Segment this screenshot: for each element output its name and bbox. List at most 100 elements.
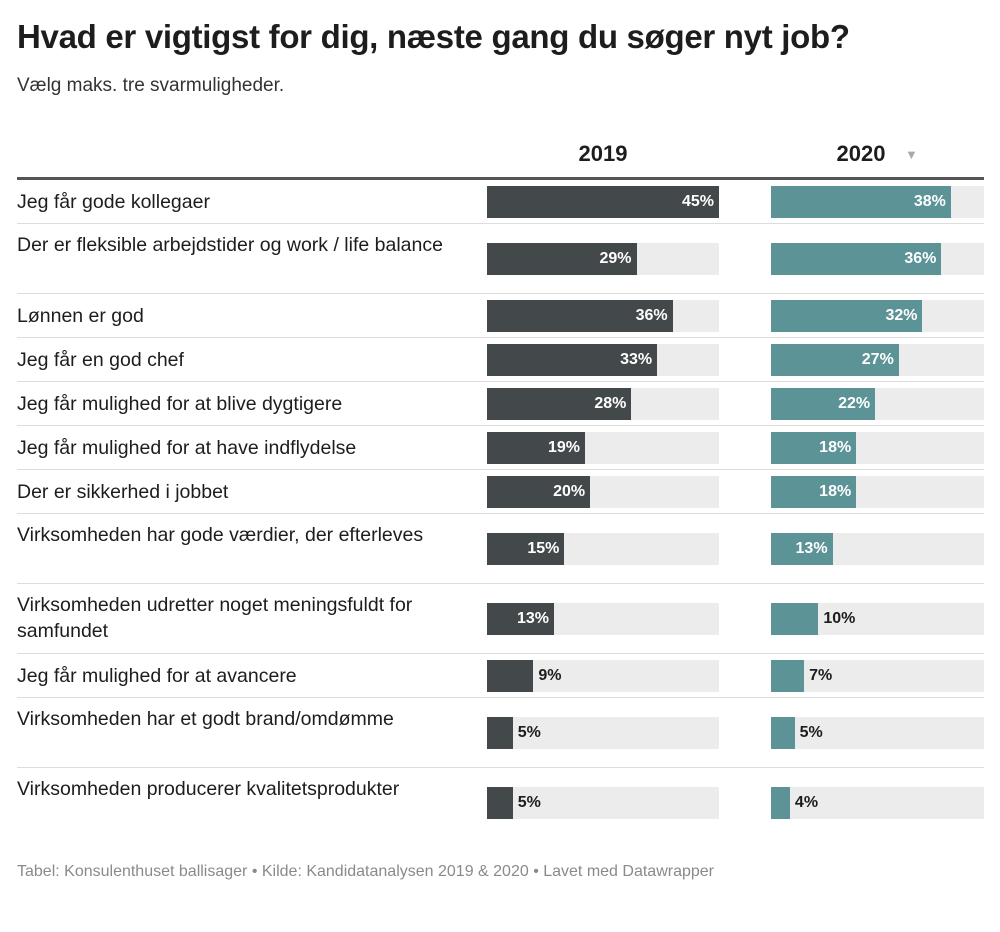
row-label: Der er sikkerhed i jobbet xyxy=(17,481,229,503)
table-row: Virksomheden udretter noget meningsfuldt… xyxy=(17,584,984,654)
table-row: Der er fleksible arbejdstider og work / … xyxy=(17,224,984,294)
bar-value-label: 20% xyxy=(553,482,586,500)
bar-2019[interactable] xyxy=(487,431,585,464)
bar-2020[interactable] xyxy=(771,431,857,464)
table-row: Jeg får mulighed for at have indflydelse… xyxy=(17,426,984,470)
bar-value-label: 5% xyxy=(517,793,541,811)
bar-value-label: 5% xyxy=(799,723,823,741)
table-row: Virksomheden har et godt brand/omdømme 5%… xyxy=(17,698,984,768)
row-label: Jeg får mulighed for at have indflydelse xyxy=(17,437,357,459)
row-label: Der er fleksible arbejdstider og work / … xyxy=(17,234,443,256)
bar-track-2020: 18% xyxy=(771,475,984,508)
bar-2020[interactable] xyxy=(771,716,795,749)
bar-track-2019: 9% xyxy=(487,659,719,692)
chart-footer: Tabel: Konsulenthuset ballisager • Kilde… xyxy=(17,863,714,880)
bar-track-2019: 20% xyxy=(487,475,719,508)
row-label: Jeg får mulighed for at blive dygtigere xyxy=(17,393,343,415)
bar-track-2020: 5% xyxy=(771,716,984,749)
bar-2020[interactable] xyxy=(771,387,876,420)
bar-2019[interactable] xyxy=(487,786,513,819)
row-label: Virksomheden har gode værdier, der efter… xyxy=(17,524,424,546)
bar-2019[interactable] xyxy=(487,242,637,275)
bar-track-2020: 32% xyxy=(771,299,984,332)
bar-value-label: 38% xyxy=(913,192,946,210)
bar-track-2019: 29% xyxy=(487,242,719,275)
chart-title: Hvad er vigtigst for dig, næste gang du … xyxy=(17,18,850,55)
table-row: Jeg får mulighed for at avancere 9% 7% xyxy=(17,654,984,698)
bar-value-label: 36% xyxy=(635,306,668,324)
bar-track-2020: 10% xyxy=(771,602,984,635)
row-label: Jeg får en god chef xyxy=(17,349,184,371)
bar-value-label: 9% xyxy=(538,666,562,684)
bar-track-2019: 19% xyxy=(487,431,719,464)
bar-track-2019: 28% xyxy=(487,387,719,420)
row-label: Lønnen er god xyxy=(17,305,144,327)
bar-track-2019: 5% xyxy=(487,716,719,749)
row-label: Virksomheden udretter noget meningsfuldt… xyxy=(17,594,413,642)
bar-value-label: 28% xyxy=(594,394,627,412)
bar-track-2020: 36% xyxy=(771,242,984,275)
bar-2020[interactable] xyxy=(771,602,819,635)
bar-value-label: 22% xyxy=(838,394,871,412)
table-row: Der er sikkerhed i jobbet 20% 18% xyxy=(17,470,984,514)
bar-2020[interactable] xyxy=(771,659,805,692)
table-body: Jeg får gode kollegaer 45% 38% Der er fleks… xyxy=(17,180,984,837)
bar-value-label: 18% xyxy=(819,438,852,456)
bar-value-label: 45% xyxy=(681,192,714,210)
table-row: Virksomheden producerer kvalitetsprodukt… xyxy=(17,768,984,837)
bar-value-label: 13% xyxy=(517,609,550,627)
bar-value-label: 36% xyxy=(904,249,937,267)
header-divider xyxy=(17,177,984,180)
bar-track-2019: 36% xyxy=(487,299,719,332)
bar-value-label: 4% xyxy=(794,793,819,811)
bar-track-2019: 15% xyxy=(487,532,719,565)
bar-track-2020: 18% xyxy=(771,431,984,464)
bar-2019[interactable] xyxy=(487,475,591,508)
bar-value-label: 29% xyxy=(599,249,632,267)
bar-track-2019: 5% xyxy=(487,786,719,819)
bar-2019[interactable] xyxy=(487,532,565,565)
bar-2019[interactable] xyxy=(487,343,658,376)
table-row: Jeg får mulighed for at blive dygtigere 2… xyxy=(17,382,984,426)
bar-value-label: 15% xyxy=(527,539,560,557)
bar-2020[interactable] xyxy=(771,242,942,275)
table-row: Lønnen er god 36% 32% xyxy=(17,294,984,338)
row-label: Jeg får gode kollegaer xyxy=(17,191,210,213)
bar-2020[interactable] xyxy=(771,299,923,332)
bar-value-label: 18% xyxy=(819,482,852,500)
bar-2019[interactable] xyxy=(487,659,534,692)
bar-value-label: 13% xyxy=(795,539,828,557)
bar-value-label: 5% xyxy=(517,723,541,741)
column-header-2019[interactable]: 2019 xyxy=(578,141,628,166)
bar-2019[interactable] xyxy=(487,602,555,635)
bar-2019[interactable] xyxy=(487,185,719,218)
column-header-2020[interactable]: 2020 xyxy=(836,141,886,166)
bar-track-2020: 27% xyxy=(771,343,984,376)
bar-track-2019: 45% xyxy=(487,185,719,218)
bar-2020[interactable] xyxy=(771,475,857,508)
bar-track-2020: 4% xyxy=(771,786,984,819)
bar-value-label: 32% xyxy=(885,306,918,324)
bar-2020[interactable] xyxy=(771,532,833,565)
bar-track-2019: 33% xyxy=(487,343,719,376)
table-row: Jeg får en god chef 33% 27% xyxy=(17,338,984,382)
bar-track-2020: 7% xyxy=(771,659,984,692)
bar-value-label: 10% xyxy=(823,609,856,627)
bar-2019[interactable] xyxy=(487,387,632,420)
bar-2019[interactable] xyxy=(487,299,673,332)
bar-2019[interactable] xyxy=(487,716,513,749)
bar-2020[interactable] xyxy=(771,343,899,376)
sort-descending-icon[interactable]: ▼ xyxy=(905,147,918,162)
bar-track-2020: 13% xyxy=(771,532,984,565)
bar-track-2020: 22% xyxy=(771,387,984,420)
row-label: Jeg får mulighed for at avancere xyxy=(17,665,297,687)
bar-value-label: 33% xyxy=(620,350,653,368)
bar-2020[interactable] xyxy=(771,185,951,218)
row-label: Virksomheden har et godt brand/omdømme xyxy=(17,708,394,730)
bar-value-label: 7% xyxy=(809,666,833,684)
table-row: Virksomheden har gode værdier, der efter… xyxy=(17,514,984,584)
row-label: Virksomheden producerer kvalitetsprodukt… xyxy=(17,778,400,800)
bar-2020[interactable] xyxy=(771,786,790,819)
chart-subtitle: Vælg maks. tre svarmuligheder. xyxy=(17,75,285,96)
bar-value-label: 27% xyxy=(861,350,894,368)
